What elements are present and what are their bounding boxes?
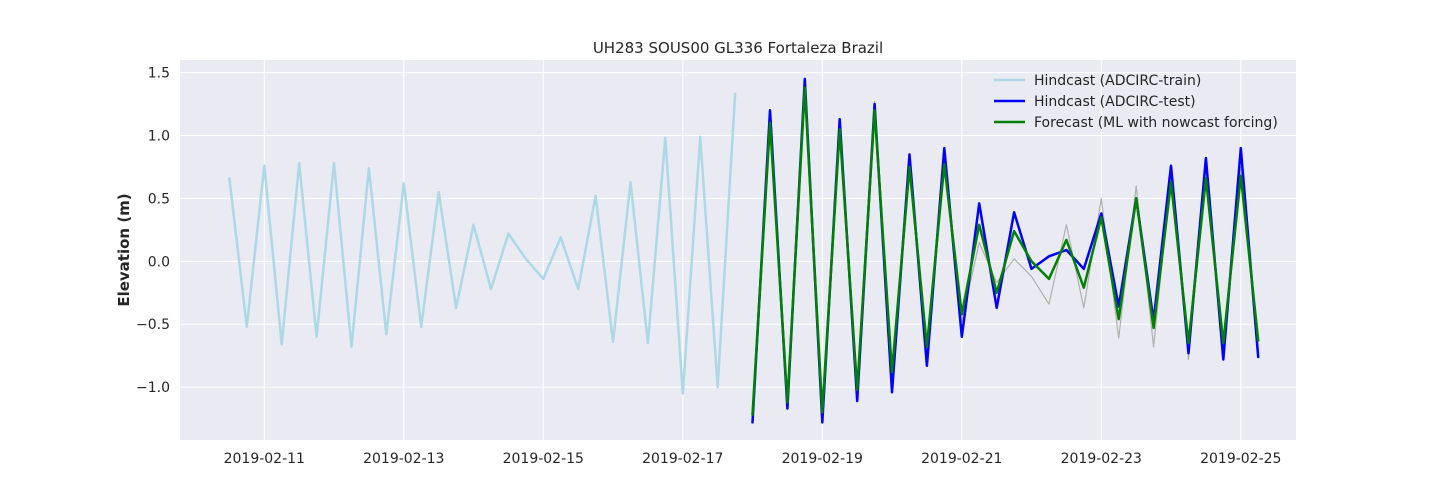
- y-tick-label: −0.5: [136, 317, 170, 333]
- y-tick-label: 0.0: [148, 254, 170, 270]
- x-tick-label: 2019-02-19: [782, 451, 863, 467]
- x-tick-label: 2019-02-15: [503, 451, 584, 467]
- y-tick-label: 1.5: [148, 66, 170, 82]
- x-tick-label: 2019-02-23: [1061, 451, 1142, 467]
- y-axis-label: Elevation (m): [115, 193, 133, 306]
- chart-title: UH283 SOUS00 GL336 Fortaleza Brazil: [593, 39, 883, 57]
- y-tick-label: −1.0: [136, 380, 170, 396]
- x-tick-label: 2019-02-17: [642, 451, 723, 467]
- y-tick-label: 1.0: [148, 128, 170, 144]
- series-layer: [228, 77, 1260, 424]
- series-line-2: [751, 86, 1260, 417]
- legend-label-0: Hindcast (ADCIRC-train): [1034, 73, 1201, 89]
- series-line-0: [228, 92, 737, 395]
- x-axis-ticks: 2019-02-11 2019-02-13 2019-02-15 2019-02-17…: [224, 451, 1282, 467]
- x-tick-label: 2019-02-25: [1200, 451, 1281, 467]
- x-tick-label: 2019-02-11: [224, 451, 305, 467]
- x-tick-label: 2019-02-13: [363, 451, 444, 467]
- legend: Hindcast (ADCIRC-train) Hindcast (ADCIRC-…: [994, 73, 1278, 131]
- y-tick-label: 0.5: [148, 191, 170, 207]
- y-axis-ticks: −1.0 −0.5 0.0 0.5 1.0 1.5: [136, 66, 170, 397]
- legend-label-1: Hindcast (ADCIRC-test): [1034, 94, 1196, 110]
- x-tick-label: 2019-02-21: [921, 451, 1002, 467]
- legend-label-2: Forecast (ML with nowcast forcing): [1034, 115, 1278, 131]
- plot-background: [180, 60, 1296, 440]
